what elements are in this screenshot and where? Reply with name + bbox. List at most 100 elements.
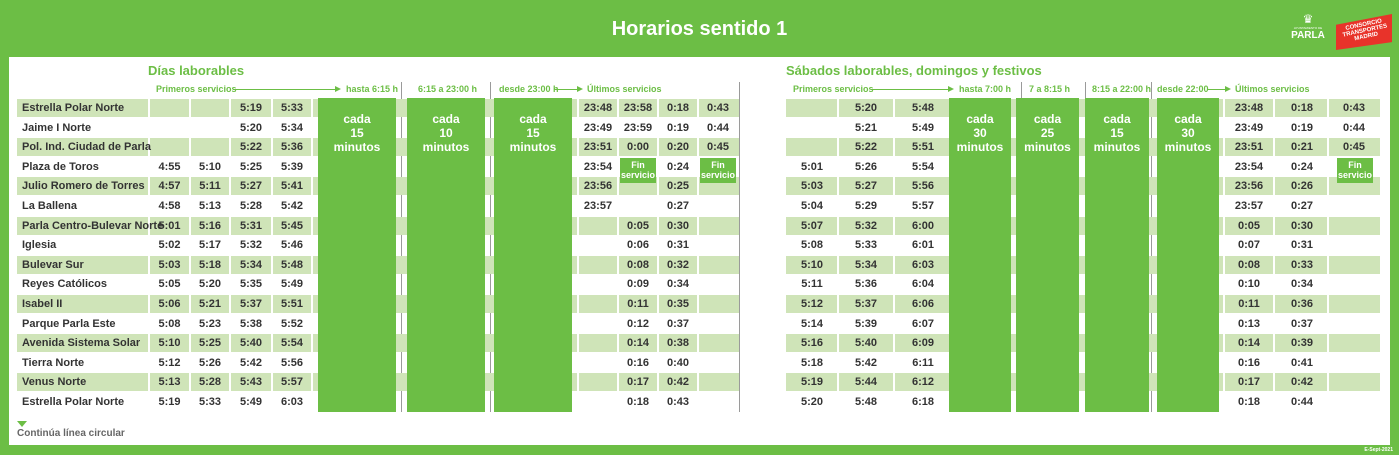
frequency-text: 30	[1181, 126, 1195, 140]
time-cell: 23:51	[583, 141, 613, 154]
time-cell: 23:56	[1234, 180, 1264, 193]
time-cell: 0:13	[1237, 317, 1261, 330]
weekday-first-header: Primeros servicios	[156, 84, 237, 94]
time-cell: 5:16	[800, 337, 824, 350]
time-cell: 5:42	[854, 356, 878, 369]
fin-servicio-text: Fin	[711, 159, 725, 170]
time-cell: 0:31	[1290, 239, 1314, 252]
time-cell: 0:34	[666, 278, 690, 291]
time-cell: 6:01	[911, 239, 935, 252]
time-cell: 5:41	[280, 180, 304, 193]
time-cell	[1328, 236, 1380, 254]
time-cell: 5:43	[239, 376, 263, 389]
time-cell: 0:25	[666, 180, 690, 193]
time-cell: 5:52	[280, 317, 304, 330]
time-cell	[618, 197, 658, 215]
time-cell: 4:57	[158, 180, 181, 193]
time-cell: 5:48	[854, 396, 878, 408]
time-cell: 5:01	[800, 160, 824, 173]
table-row	[786, 255, 1380, 274]
time-cell	[786, 119, 838, 137]
time-cell	[149, 119, 190, 137]
time-cell: 5:40	[239, 337, 263, 350]
time-cell: 0:16	[626, 356, 650, 369]
time-cell: 5:12	[158, 356, 181, 369]
time-cell: 5:20	[198, 278, 222, 291]
time-cell: 0:45	[706, 141, 730, 154]
stop-name: La Ballena	[22, 200, 78, 212]
time-cell: 0:08	[626, 258, 650, 271]
time-cell: 0:27	[666, 200, 690, 212]
frequency-text: minutos	[1164, 140, 1212, 154]
time-cell: 5:35	[239, 278, 263, 291]
time-cell: 5:10	[158, 337, 181, 350]
time-cell: 5:25	[239, 160, 263, 173]
time-cell: 5:49	[280, 278, 304, 291]
time-cell: 23:56	[583, 180, 613, 193]
time-cell: 0:31	[666, 239, 690, 252]
time-cell	[578, 315, 618, 333]
time-cell: 0:42	[1290, 376, 1314, 389]
time-cell: 5:48	[911, 102, 935, 114]
time-cell: 5:11	[801, 278, 823, 291]
time-cell: 0:45	[1342, 141, 1366, 154]
frequency-text: cada	[432, 112, 460, 126]
time-cell: 5:57	[280, 376, 304, 389]
time-cell: 5:08	[158, 317, 181, 330]
frequency-block: cada 25 minutos	[1016, 98, 1079, 412]
time-cell: 0:18	[666, 102, 690, 114]
time-cell	[698, 197, 738, 215]
stop-name: Julio Romero de Torres	[22, 180, 145, 193]
time-cell: 0:14	[1237, 337, 1261, 350]
time-cell: 6:12	[911, 376, 935, 389]
time-cell: 0:18	[1237, 396, 1261, 408]
time-cell	[149, 99, 190, 117]
time-cell: 5:49	[911, 121, 935, 134]
frequency-text: minutos	[956, 140, 1004, 154]
time-cell: 5:01	[158, 219, 181, 232]
time-cell: 0:05	[626, 219, 650, 232]
time-cell: 23:58	[623, 102, 653, 114]
time-cell: 5:18	[198, 258, 222, 271]
time-cell: 5:03	[800, 180, 824, 193]
weekend-heading: Sábados laborables, domingos y festivos	[786, 63, 1042, 78]
column-divider	[617, 99, 619, 413]
table-row	[786, 373, 1380, 392]
time-cell	[1328, 315, 1380, 333]
column-separator	[1151, 82, 1152, 412]
fin-servicio-text: servicio	[700, 169, 736, 180]
weekday-until-header: hasta 6:15 h	[346, 84, 399, 94]
time-cell: 5:45	[280, 219, 304, 232]
time-cell: 5:38	[239, 317, 263, 330]
time-cell: 0:08	[1237, 258, 1261, 271]
time-cell: 0:43	[666, 396, 690, 408]
stop-name: Estrella Polar Norte	[22, 102, 125, 114]
time-cell: 5:42	[239, 356, 263, 369]
time-cell: 6:18	[911, 396, 935, 408]
time-cell: 0:00	[626, 141, 650, 154]
time-cell: 0:16	[1237, 356, 1261, 369]
time-cell: 23:49	[1234, 121, 1264, 134]
time-cell: 5:44	[854, 376, 878, 389]
stop-name: Venus Norte	[22, 376, 87, 389]
time-cell: 5:21	[198, 298, 222, 310]
column-divider	[1273, 99, 1275, 413]
time-cell: 0:19	[1290, 121, 1314, 134]
time-cell: 5:27	[239, 180, 263, 193]
frequency-text: 15	[526, 126, 540, 140]
time-cell: 0:37	[1290, 317, 1314, 330]
column-divider	[893, 99, 895, 413]
time-cell: 23:51	[1234, 141, 1264, 154]
time-cell	[190, 138, 230, 156]
time-cell: 0:41	[1290, 356, 1314, 369]
stop-name: Iglesia	[22, 239, 57, 252]
time-cell: 0:18	[626, 396, 650, 408]
consorcio-logo: CONSORCIO TRANSPORTES MADRID	[1336, 14, 1392, 50]
time-cell: 0:38	[666, 337, 690, 350]
stop-name: Plaza de Toros	[22, 160, 99, 173]
time-cell: 0:27	[1290, 200, 1314, 212]
time-cell: 5:32	[854, 219, 878, 232]
time-cell: 5:36	[854, 278, 878, 291]
frequency-text: cada	[343, 112, 371, 126]
triangle-down-icon	[17, 421, 27, 427]
